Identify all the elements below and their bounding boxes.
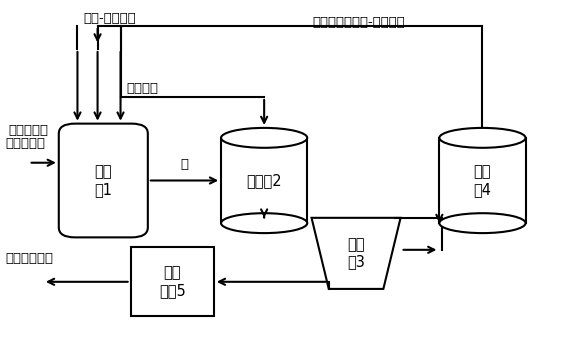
Polygon shape bbox=[440, 138, 525, 223]
Ellipse shape bbox=[221, 128, 307, 148]
Text: 水: 水 bbox=[180, 158, 188, 171]
Polygon shape bbox=[221, 138, 307, 223]
Text: 金属氯化物: 金属氯化物 bbox=[9, 124, 49, 137]
Text: 脱水
罐4: 脱水 罐4 bbox=[473, 164, 491, 197]
Text: 过滤
器3: 过滤 器3 bbox=[347, 237, 365, 270]
Ellipse shape bbox=[440, 128, 525, 148]
Ellipse shape bbox=[221, 213, 307, 233]
Text: 脱水后循环尿素-氯化胆碱: 脱水后循环尿素-氯化胆碱 bbox=[313, 16, 405, 29]
Text: 水洗罐2: 水洗罐2 bbox=[246, 173, 282, 188]
FancyBboxPatch shape bbox=[59, 123, 148, 238]
Text: 金属酞菁产品: 金属酞菁产品 bbox=[6, 252, 53, 265]
Text: 邻苯二腈: 邻苯二腈 bbox=[126, 82, 158, 95]
Text: 精制
设备5: 精制 设备5 bbox=[159, 266, 186, 298]
Text: 反应
釜1: 反应 釜1 bbox=[95, 164, 113, 197]
Polygon shape bbox=[311, 218, 401, 289]
Text: 尿素-氯化胆碱: 尿素-氯化胆碱 bbox=[83, 12, 136, 25]
FancyBboxPatch shape bbox=[130, 247, 214, 317]
Ellipse shape bbox=[440, 213, 525, 233]
Text: 金属氯化物: 金属氯化物 bbox=[6, 137, 46, 150]
